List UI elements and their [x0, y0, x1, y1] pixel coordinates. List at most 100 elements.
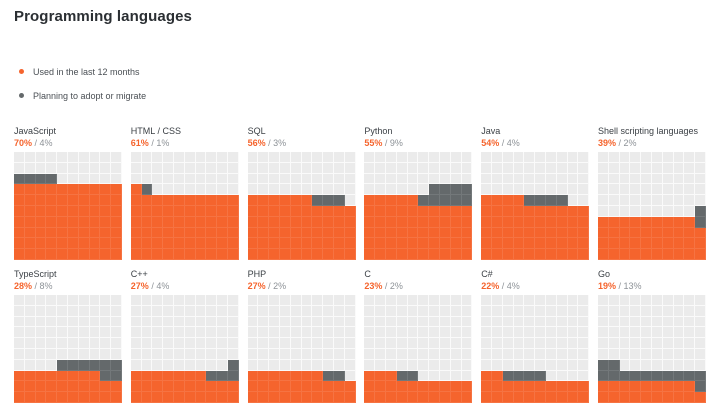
used-cell	[24, 238, 36, 250]
used-cell	[524, 206, 536, 217]
empty-cell	[173, 316, 185, 328]
empty-cell	[57, 162, 68, 174]
empty-cell	[258, 184, 270, 196]
empty-cell	[630, 316, 642, 328]
empty-cell	[513, 184, 525, 196]
empty-cell	[641, 195, 652, 206]
empty-cell	[662, 305, 674, 317]
used-cell	[173, 216, 185, 228]
used-cell	[333, 381, 345, 393]
used-cell	[418, 206, 430, 217]
plan-cell	[630, 370, 642, 382]
empty-cell	[100, 316, 112, 328]
used-cell	[407, 238, 419, 250]
empty-cell	[195, 338, 207, 349]
legend-item-plan: Planning to adopt or migrate	[14, 90, 706, 101]
waffle-chart	[597, 295, 706, 403]
used-cell	[364, 206, 376, 217]
empty-cell	[439, 316, 451, 328]
used-dot-icon	[19, 69, 24, 74]
empty-cell	[46, 359, 58, 371]
plan-percent: / 8%	[32, 281, 53, 291]
plan-cell	[695, 216, 706, 228]
used-cell	[491, 381, 503, 393]
plan-cell	[111, 370, 122, 382]
empty-cell	[258, 327, 270, 339]
plan-cell	[89, 359, 101, 371]
empty-cell	[35, 162, 47, 174]
plan-cell	[333, 195, 345, 206]
empty-cell	[344, 305, 356, 317]
empty-cell	[641, 338, 652, 349]
empty-cell	[269, 295, 280, 306]
empty-cell	[100, 173, 112, 185]
used-cell	[684, 381, 696, 393]
empty-cell	[491, 338, 503, 349]
empty-cell	[173, 173, 185, 185]
empty-cell	[195, 327, 207, 339]
used-cell	[111, 249, 122, 260]
used-cell	[279, 392, 291, 403]
used-cell	[513, 216, 525, 228]
empty-cell	[258, 338, 270, 349]
empty-cell	[323, 359, 334, 371]
plan-percent: / 1%	[148, 138, 170, 148]
empty-cell	[429, 327, 440, 339]
empty-cell	[68, 316, 79, 328]
empty-cell	[619, 152, 631, 163]
empty-cell	[184, 338, 196, 349]
used-cell	[89, 370, 101, 382]
used-cell	[184, 195, 196, 206]
empty-cell	[461, 162, 473, 174]
empty-cell	[227, 316, 239, 328]
empty-cell	[535, 305, 546, 317]
plan-percent: / 2%	[382, 281, 403, 291]
used-cell	[217, 381, 228, 393]
used-cell	[141, 249, 153, 260]
used-cell	[524, 392, 536, 403]
used-cell	[375, 370, 386, 382]
language-name: TypeScript	[14, 269, 57, 279]
used-cell	[89, 238, 101, 250]
empty-cell	[651, 206, 663, 217]
empty-cell	[14, 359, 25, 371]
used-cell	[578, 238, 590, 250]
used-cell	[89, 195, 101, 206]
empty-cell	[556, 184, 568, 196]
used-cell	[258, 195, 270, 206]
empty-cell	[651, 173, 663, 185]
used-cell	[651, 238, 663, 250]
used-cell	[461, 227, 473, 239]
empty-cell	[608, 338, 620, 349]
empty-cell	[385, 173, 397, 185]
empty-cell	[163, 359, 174, 371]
plan-cell	[673, 370, 685, 382]
used-cell	[344, 392, 356, 403]
empty-cell	[651, 184, 663, 196]
used-cell	[396, 195, 408, 206]
used-cell	[301, 370, 313, 382]
empty-cell	[344, 295, 356, 306]
used-cell	[491, 238, 503, 250]
used-cell	[619, 249, 631, 260]
empty-cell	[152, 295, 164, 306]
empty-cell	[641, 206, 652, 217]
empty-cell	[619, 162, 631, 174]
plan-cell	[545, 195, 557, 206]
used-cell	[429, 238, 440, 250]
empty-cell	[407, 327, 419, 339]
plan-cell	[524, 195, 536, 206]
used-cell	[100, 195, 112, 206]
empty-cell	[630, 206, 642, 217]
empty-cell	[111, 316, 122, 328]
language-values: 55% / 9%	[364, 138, 472, 149]
used-cell	[247, 249, 259, 260]
used-cell	[364, 370, 376, 382]
used-cell	[269, 216, 280, 228]
empty-cell	[195, 295, 207, 306]
waffle-chart	[14, 295, 122, 403]
used-cell	[78, 381, 90, 393]
plan-dot-icon	[19, 93, 24, 98]
used-cell	[227, 195, 239, 206]
empty-cell	[535, 338, 546, 349]
